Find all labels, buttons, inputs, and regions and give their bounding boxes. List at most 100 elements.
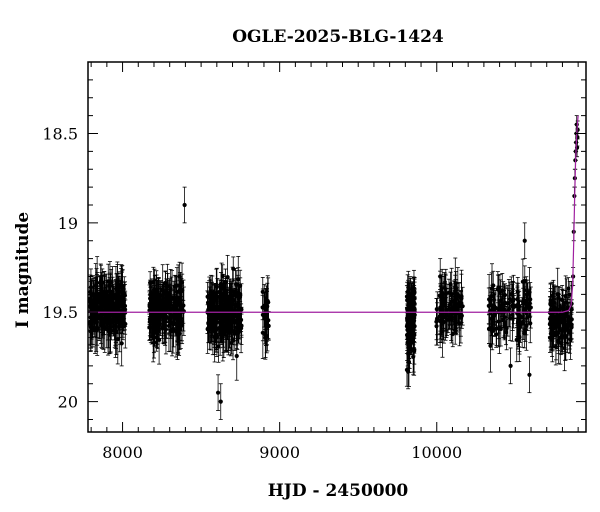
data-point (489, 325, 494, 331)
x-tick-label: 9000 (259, 443, 300, 462)
data-point (517, 335, 522, 340)
data-point (169, 328, 175, 334)
data-point (494, 332, 499, 337)
data-point (220, 273, 225, 279)
data-point (110, 303, 115, 308)
data-point (558, 315, 563, 321)
data-point (493, 305, 498, 311)
data-point (163, 290, 168, 296)
data-point (93, 299, 98, 304)
data-point (175, 332, 180, 337)
data-point (107, 302, 112, 308)
data-point (505, 301, 510, 306)
x-tick-label: 10000 (411, 443, 462, 462)
data-point (231, 266, 236, 271)
data-point (411, 354, 416, 360)
data-point (405, 369, 411, 374)
data-point (502, 315, 507, 320)
data-point (155, 327, 160, 332)
data-point (178, 287, 183, 293)
data-point (107, 332, 112, 337)
data-point (522, 307, 527, 312)
data-point (489, 286, 495, 291)
data-point (406, 360, 412, 365)
data-point (446, 290, 452, 295)
data-point (98, 315, 104, 320)
x-axis-label: HJD - 2450000 (268, 481, 409, 501)
data-point (260, 312, 265, 317)
axes: 8000 9000 10000 18.5 19 19.5 20 (42, 61, 586, 462)
data-point (232, 331, 237, 336)
data-point (502, 292, 508, 298)
data-point (487, 297, 492, 302)
data-point (563, 293, 568, 299)
data-point (98, 280, 103, 285)
y-tick-label: 19 (58, 214, 78, 233)
data-point (235, 293, 240, 299)
data-point (88, 304, 93, 309)
data-point (238, 319, 243, 324)
data-point (148, 301, 153, 307)
plot-area (88, 115, 580, 420)
data-point (565, 323, 570, 328)
data-point (215, 390, 221, 395)
data-point (234, 353, 239, 359)
data-point (103, 296, 109, 301)
data-point (522, 238, 527, 243)
data-point (115, 337, 120, 342)
data-point (213, 294, 219, 299)
data-point (500, 288, 505, 293)
data-point (266, 300, 271, 305)
data-point (511, 303, 516, 308)
data-point (411, 286, 416, 291)
data-point (524, 298, 529, 303)
data-point (166, 316, 171, 321)
data-point (205, 327, 210, 332)
data-point (224, 304, 229, 309)
data-point (567, 292, 572, 297)
data-point (219, 308, 225, 313)
data-point (457, 304, 462, 309)
data-point (548, 314, 554, 320)
data-point (507, 316, 513, 321)
data-point (553, 330, 559, 335)
data-point (212, 306, 218, 311)
data-point (458, 300, 463, 306)
data-point (94, 327, 99, 332)
data-point (212, 298, 217, 303)
data-point (438, 274, 443, 279)
data-point (556, 308, 561, 313)
data-point (563, 335, 568, 340)
data-point (439, 298, 444, 303)
data-point (210, 315, 215, 320)
data-point (442, 297, 448, 303)
data-point (162, 327, 168, 332)
data-point (91, 304, 96, 309)
data-point (177, 274, 182, 279)
data-point (218, 399, 223, 404)
data-point (514, 337, 519, 342)
data-point (560, 306, 566, 311)
data-point (559, 341, 564, 346)
data-point (167, 319, 172, 324)
data-point (214, 333, 219, 338)
data-point (230, 315, 236, 320)
data-point (154, 287, 159, 293)
data-point (550, 327, 555, 332)
data-point (498, 326, 503, 332)
plot-frame (87, 61, 587, 433)
data-point (495, 287, 500, 292)
data-point (178, 316, 184, 321)
data-point (489, 302, 494, 308)
data-point (173, 305, 178, 311)
data-point (115, 299, 120, 304)
data-point (458, 314, 463, 319)
data-point (176, 309, 181, 314)
data-point (488, 343, 493, 348)
data-point (405, 333, 410, 338)
data-point (460, 304, 465, 309)
data-point (527, 301, 532, 306)
model-curve-line (88, 115, 579, 313)
data-point (228, 323, 234, 328)
data-point (106, 319, 111, 324)
